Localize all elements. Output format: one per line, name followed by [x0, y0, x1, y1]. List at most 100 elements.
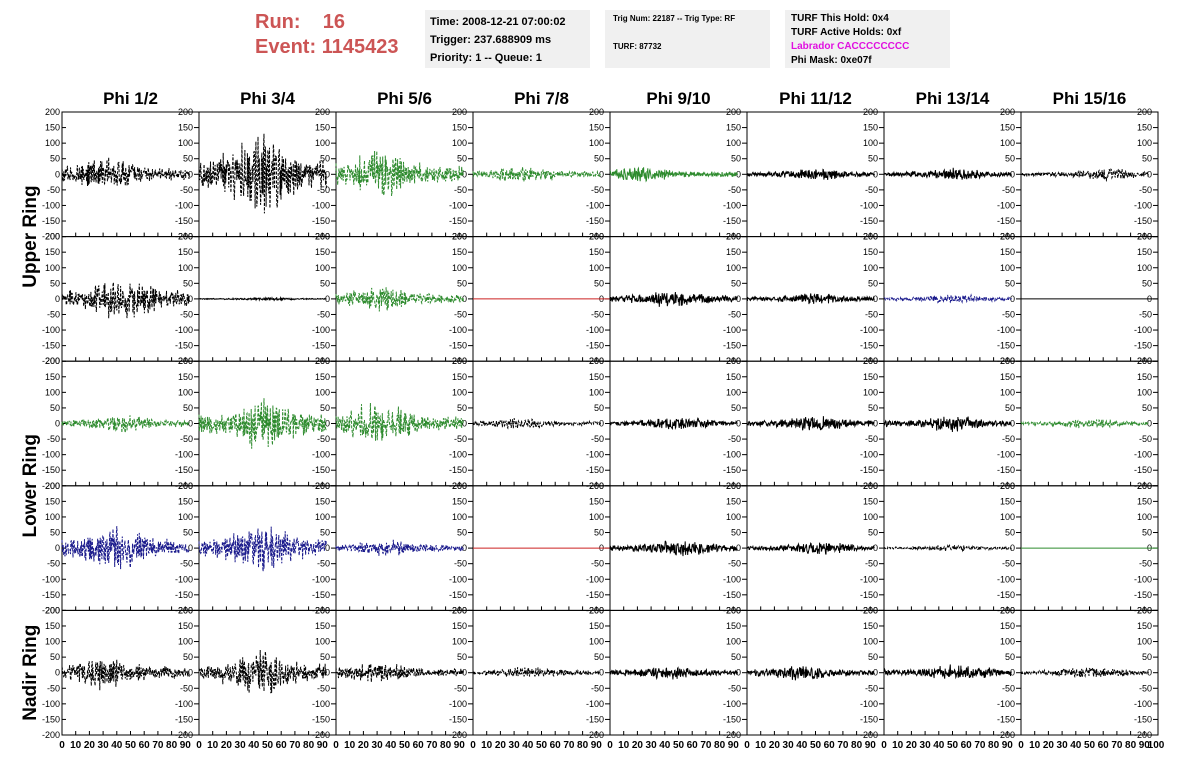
- y-tick-label: -100: [42, 574, 60, 584]
- column-header: Phi 5/6: [377, 89, 432, 108]
- y-tick-label: -200: [175, 730, 193, 740]
- x-tick-label: 40: [248, 740, 260, 751]
- y-tick-label: -100: [586, 699, 604, 709]
- y-tick-label: -100: [1134, 450, 1152, 460]
- y-tick-label: -150: [449, 216, 467, 226]
- y-tick-label: -150: [860, 216, 878, 226]
- y-tick-label: 50: [868, 403, 878, 413]
- waveform-trace: [199, 134, 326, 214]
- y-tick-label: -150: [1134, 465, 1152, 475]
- y-tick-label: -100: [42, 325, 60, 335]
- y-tick-label: 100: [45, 512, 60, 522]
- y-tick-label: 50: [183, 403, 193, 413]
- y-tick-label: 100: [452, 138, 467, 148]
- x-tick-label: 40: [111, 740, 123, 751]
- y-tick-label: -150: [175, 714, 193, 724]
- y-tick-label: -100: [723, 450, 741, 460]
- x-tick-label: 10: [207, 740, 219, 751]
- y-tick-label: -50: [454, 559, 467, 569]
- y-tick-label: -50: [865, 309, 878, 319]
- y-tick-label: -150: [175, 465, 193, 475]
- y-tick-label: -150: [449, 714, 467, 724]
- x-tick-label: 90: [591, 740, 603, 751]
- column-header: Phi 3/4: [240, 89, 295, 108]
- y-tick-label: 100: [452, 637, 467, 647]
- x-tick-label: 50: [947, 740, 959, 751]
- x-tick-label: 80: [166, 740, 178, 751]
- y-tick-label: -100: [860, 325, 878, 335]
- y-tick-label: 150: [452, 247, 467, 257]
- y-tick-label: 0: [873, 543, 878, 553]
- y-tick-label: -100: [312, 450, 330, 460]
- y-tick-label: -50: [1139, 309, 1152, 319]
- y-tick-label: 200: [45, 481, 60, 491]
- y-tick-label: 200: [178, 107, 193, 117]
- y-tick-label: -50: [180, 559, 193, 569]
- x-tick-label: 90: [1002, 740, 1014, 751]
- y-tick-label: -50: [1002, 185, 1015, 195]
- y-tick-label: -100: [449, 325, 467, 335]
- y-tick-label: 0: [55, 668, 60, 678]
- y-tick-label: 200: [315, 605, 330, 615]
- waveform-trace: [62, 660, 189, 691]
- y-tick-label: -150: [723, 341, 741, 351]
- waveform-trace: [884, 417, 1011, 432]
- y-tick-label: 50: [320, 154, 330, 164]
- x-tick-label: 30: [372, 740, 384, 751]
- y-tick-label: 150: [1000, 496, 1015, 506]
- column-header: Phi 7/8: [514, 89, 569, 108]
- y-tick-label: 150: [315, 372, 330, 382]
- x-tick-label: 70: [974, 740, 986, 751]
- waveform-trace: [62, 282, 189, 318]
- y-tick-label: 150: [178, 621, 193, 631]
- y-tick-label: 50: [320, 528, 330, 538]
- y-tick-label: -100: [860, 450, 878, 460]
- y-tick-label: -150: [42, 216, 60, 226]
- x-tick-label: 0: [333, 740, 339, 751]
- y-tick-label: -100: [175, 450, 193, 460]
- y-tick-label: -100: [997, 200, 1015, 210]
- y-tick-label: -150: [860, 465, 878, 475]
- x-tick-label: 40: [385, 740, 397, 751]
- y-tick-label: 200: [726, 232, 741, 242]
- x-tick-label: 70: [426, 740, 438, 751]
- y-tick-label: 200: [726, 481, 741, 491]
- y-tick-label: -200: [860, 730, 878, 740]
- x-tick-label: 90: [865, 740, 877, 751]
- x-tick-label: 20: [1043, 740, 1055, 751]
- y-tick-label: -50: [180, 434, 193, 444]
- y-tick-label: 50: [50, 403, 60, 413]
- x-tick-label: 40: [659, 740, 671, 751]
- y-tick-label: -150: [860, 590, 878, 600]
- y-tick-label: 150: [45, 123, 60, 133]
- y-tick-label: -50: [47, 683, 60, 693]
- y-tick-label: -150: [586, 714, 604, 724]
- y-tick-label: 0: [1147, 169, 1152, 179]
- y-tick-label: 100: [315, 637, 330, 647]
- y-tick-label: 100: [726, 263, 741, 273]
- y-tick-label: 100: [1000, 138, 1015, 148]
- y-tick-label: 0: [55, 169, 60, 179]
- y-tick-label: 200: [178, 356, 193, 366]
- y-tick-label: 100: [45, 263, 60, 273]
- y-tick-label: -100: [586, 574, 604, 584]
- x-tick-label: 80: [440, 740, 452, 751]
- waveform-trace: [199, 298, 326, 301]
- x-tick-label: 0: [881, 740, 887, 751]
- y-tick-label: -50: [591, 559, 604, 569]
- waveform-trace: [884, 168, 1011, 180]
- y-tick-label: 50: [183, 278, 193, 288]
- y-tick-label: -100: [997, 450, 1015, 460]
- y-tick-label: -100: [1134, 325, 1152, 335]
- y-tick-label: 200: [726, 356, 741, 366]
- y-tick-label: -150: [586, 465, 604, 475]
- y-tick-label: 100: [589, 138, 604, 148]
- y-tick-label: -100: [449, 450, 467, 460]
- y-tick-label: 200: [452, 481, 467, 491]
- y-tick-label: 50: [50, 278, 60, 288]
- y-tick-label: 150: [178, 247, 193, 257]
- y-tick-label: 100: [315, 263, 330, 273]
- y-tick-label: 100: [45, 637, 60, 647]
- y-tick-label: 0: [55, 294, 60, 304]
- x-tick-label: 30: [1057, 740, 1069, 751]
